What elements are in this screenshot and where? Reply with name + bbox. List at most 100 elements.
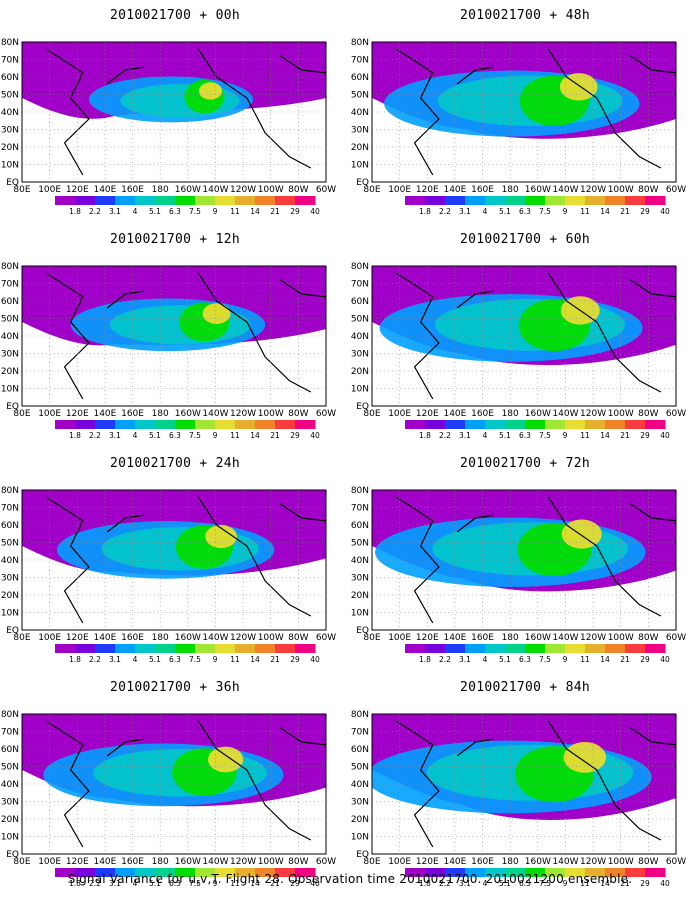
colorbar-label: 2.2 (439, 207, 451, 216)
lon-label: 60W (666, 409, 686, 419)
lat-label: 80N (351, 486, 369, 496)
colorbar-label: 3.1 (459, 655, 471, 664)
lon-label: 60W (316, 633, 336, 643)
colorbar-swatch (295, 196, 316, 205)
colorbar-swatch (195, 644, 216, 653)
colorbar-label: 6.3 (519, 655, 531, 664)
lat-label: 10N (1, 161, 19, 171)
lon-label: 80E (13, 409, 30, 419)
lon-label: 80W (288, 409, 308, 419)
lat-label: 40N (351, 332, 369, 342)
lat-label: 20N (351, 143, 369, 153)
lat-label: 60N (351, 745, 369, 755)
colorbar-swatch (485, 868, 506, 877)
lon-label: 140E (443, 633, 466, 643)
lon-label: 60W (316, 857, 336, 867)
lon-label: 120E (416, 857, 439, 867)
colorbar-swatch (445, 420, 466, 429)
forecast-panel: 2010021700 + 84h 80N 70N 60N 50N 40N 30N 20N 10N… (350, 672, 700, 896)
lon-label: 180 (502, 633, 519, 643)
lon-label: 140E (93, 633, 116, 643)
forecast-panel: 2010021700 + 12h 80N 70N 60N 50N 40N 30N 20N 10N… (0, 224, 350, 448)
lon-label: 180 (502, 857, 519, 867)
lon-label: 160W (175, 409, 201, 419)
colorbar-label: 7.5 (539, 879, 551, 888)
lat-label: 50N (1, 91, 19, 101)
colorbar-swatch (565, 868, 586, 877)
lon-label: 120W (580, 857, 606, 867)
colorbar-swatch (215, 196, 236, 205)
colorbar-label: 21 (270, 655, 280, 664)
colorbar-label: 7.5 (189, 207, 201, 216)
colorbar-label: 5.1 (149, 655, 161, 664)
figure-caption: Signal Variance for u,v,T. Flight 28. Ob… (67, 872, 633, 886)
colorbar-label: 1.8 (419, 431, 431, 440)
lat-label: 10N (351, 161, 369, 171)
colorbar-swatch (275, 420, 296, 429)
colorbar-label: 3.1 (459, 879, 471, 888)
lon-label: 80E (13, 633, 30, 643)
lat-label: 70N (1, 504, 19, 514)
lat-label: 80N (351, 710, 369, 720)
colorbar-swatch (585, 420, 606, 429)
colorbar-label: 6.3 (169, 655, 181, 664)
colorbar-swatch (545, 644, 566, 653)
lat-label: 60N (1, 73, 19, 83)
variance-band (208, 746, 244, 773)
lon-label: 120E (416, 185, 439, 195)
colorbar-swatch (565, 196, 586, 205)
lat-label: 30N (1, 350, 19, 360)
lat-label: 30N (351, 798, 369, 808)
lon-label: 160E (121, 185, 144, 195)
coastline (45, 272, 326, 400)
lat-label: 30N (1, 126, 19, 136)
colorbar-swatch (195, 868, 216, 877)
lon-label: 80W (638, 857, 658, 867)
lon-label: 80E (363, 633, 380, 643)
lon-label: 140E (93, 185, 116, 195)
lon-label: 100W (258, 409, 284, 419)
colorbar-swatch (425, 196, 446, 205)
colorbar-swatch (155, 196, 176, 205)
lon-label: 120W (230, 185, 256, 195)
colorbar-label: 21 (620, 431, 630, 440)
lon-label: 140W (552, 633, 578, 643)
colorbar-swatch (645, 644, 666, 653)
colorbar-label: 5.1 (499, 431, 511, 440)
colorbar-swatch (75, 868, 96, 877)
panel-title: 2010021700 + 48h (459, 8, 591, 23)
lon-label: 140E (443, 857, 466, 867)
colorbar-label: 40 (310, 431, 320, 440)
colorbar-label: 5.1 (499, 655, 511, 664)
colorbar-swatch (465, 868, 486, 877)
colorbar-swatch (255, 420, 276, 429)
colorbar-label: 7.5 (189, 655, 201, 664)
colorbar-label: 4 (483, 655, 488, 664)
colorbar-label: 21 (270, 207, 280, 216)
colorbar-swatch (275, 196, 296, 205)
colorbar-swatch (175, 868, 196, 877)
panel-title: 2010021700 + 12h (109, 232, 241, 247)
colorbar-label: 40 (660, 207, 670, 216)
lon-label: 100E (38, 185, 61, 195)
colorbar-label: 2.2 (439, 655, 451, 664)
lon-label: 180 (502, 409, 519, 419)
colorbar-label: 4 (133, 879, 138, 888)
lon-label: 140W (552, 185, 578, 195)
colorbar-label: 9 (563, 207, 568, 216)
colorbar-label: 11 (580, 879, 590, 888)
lon-label: 100W (258, 857, 284, 867)
colorbar-label: 14 (600, 655, 610, 664)
colorbar-label: 11 (580, 431, 590, 440)
lon-label: 100W (608, 857, 634, 867)
lon-label: 140W (552, 409, 578, 419)
coastline (395, 272, 676, 400)
forecast-panel: 2010021700 + 00h 80N 70N 60N 50N 40N 30N 20N 10N… (0, 0, 350, 224)
colorbar-swatch (275, 868, 296, 877)
lat-label: 10N (1, 833, 19, 843)
lon-label: 60W (666, 185, 686, 195)
lat-label: 30N (351, 126, 369, 136)
